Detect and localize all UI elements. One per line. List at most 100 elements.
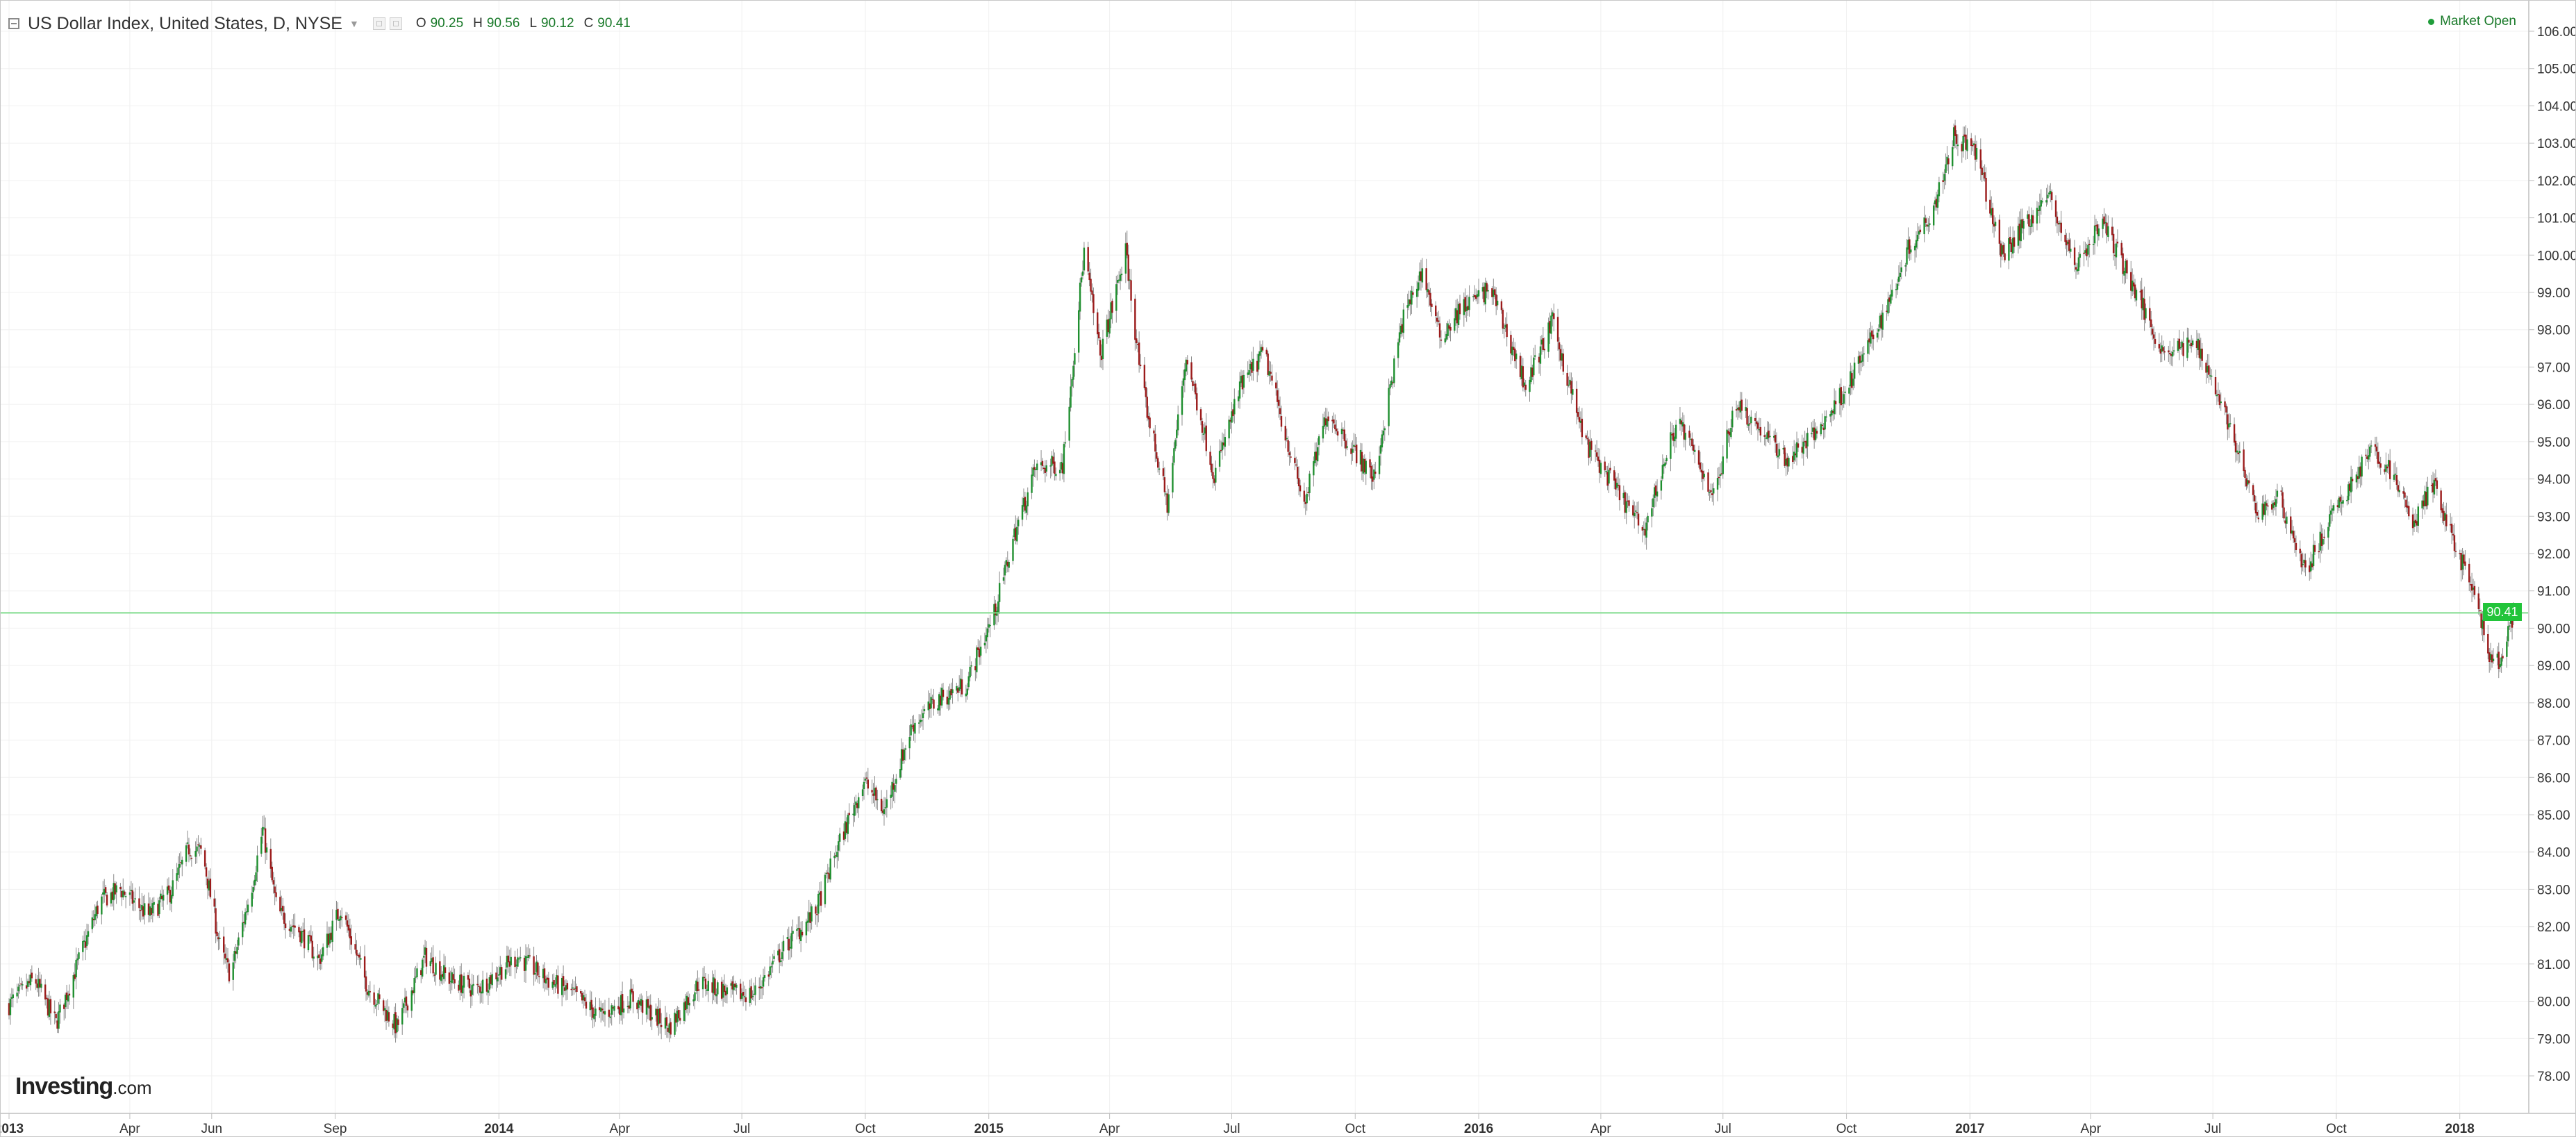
candlestick [1354,433,1356,451]
candle-body [1707,472,1709,492]
candle-body [1735,409,1738,411]
candle-body [1229,420,1231,422]
candle-body [149,906,151,916]
candle-body [1890,294,1892,304]
candle-body [891,781,893,797]
candlestick [574,976,576,993]
candle-body [2107,226,2109,238]
candle-body [2143,299,2145,320]
candle-body [1173,448,1175,463]
candle-body [321,954,323,962]
candlestick [1241,370,1244,398]
candle-body [150,907,153,915]
candle-body [704,978,707,989]
candle-body [2413,520,2416,527]
chevron-down-icon[interactable]: ▼ [349,18,359,29]
candlestick [467,972,470,987]
candle-body [854,805,856,816]
candlestick [2443,501,2445,525]
candle-body [1304,501,1306,504]
x-tick-label: 2016 [1464,1122,1493,1136]
candle-body [1897,276,1900,282]
candle-body [1952,127,1955,147]
candlestick [724,984,727,1004]
candlestick [2461,547,2463,580]
candlestick [2323,529,2325,545]
candle-body [189,855,192,856]
candle-body [612,1007,614,1009]
candle-body [796,929,798,931]
candlestick [1350,442,1352,465]
candle-body [1130,280,1132,301]
candle-body [1622,492,1624,499]
candlestick [1040,450,1042,472]
candlestick [2329,506,2331,531]
candlestick [2011,239,2013,258]
candle-body [698,989,700,991]
candle-body [1327,416,1329,422]
candlestick [1487,284,1489,300]
candlestick [1747,415,1750,431]
candlestick [429,952,431,974]
candlestick [2104,213,2106,234]
candle-body [2252,485,2254,495]
candle-body [750,986,752,999]
candle-body [580,991,582,994]
candle-body [1952,147,1954,167]
candlestick [157,897,159,918]
candle-body [1627,500,1629,502]
candle-body [247,904,249,913]
candle-body [535,961,538,972]
candlestick [2060,210,2062,242]
candle-body [2509,620,2512,624]
candle-body [124,896,127,897]
candlestick [19,977,21,994]
candlestick [890,785,892,810]
candlestick [1110,293,1112,329]
candle-body [1193,384,1195,385]
candlestick [318,951,320,970]
candle-body [56,1020,58,1029]
candle-body [122,890,124,898]
candle-body [2464,561,2466,566]
candlestick [1594,445,1597,463]
candlestick [459,965,461,1001]
settings-icon[interactable] [372,17,385,30]
candlestick [2029,219,2031,235]
x-tick-label: 2018 [2445,1122,2475,1136]
candlestick [1016,517,1018,545]
candle-body [2131,281,2134,292]
candlestick [2282,487,2284,519]
candlestick [2191,335,2193,353]
candlestick [1449,323,1452,342]
candle-body [2348,484,2350,501]
candlestick [1510,331,1512,365]
candle-body [1209,451,1211,465]
candlestick [2341,495,2343,516]
candlestick [1134,294,1136,351]
candlestick [1860,351,1863,372]
candle-body [2028,214,2030,227]
candle-body [1345,440,1347,449]
investing-logo[interactable]: Investing .com [15,1073,152,1100]
candle-body [2008,238,2010,261]
candlestick [1570,372,1572,404]
candle-body [816,914,818,915]
candle-body [1561,353,1563,361]
candle-body [1919,229,1922,233]
candle-body [1824,416,1826,430]
candlestick [556,969,558,989]
candle-body [1491,288,1493,297]
collapse-icon[interactable] [8,18,19,29]
candlestick [504,962,507,981]
candle-body [665,1017,668,1026]
candle-body [1594,450,1597,452]
candle-body [1316,447,1319,462]
candlestick [1448,319,1450,338]
candle-body [604,1011,606,1015]
x-tick-label: Jul [1223,1122,1240,1136]
close-icon[interactable] [389,17,402,30]
candlestick [2454,542,2457,557]
candle-body [806,920,809,923]
